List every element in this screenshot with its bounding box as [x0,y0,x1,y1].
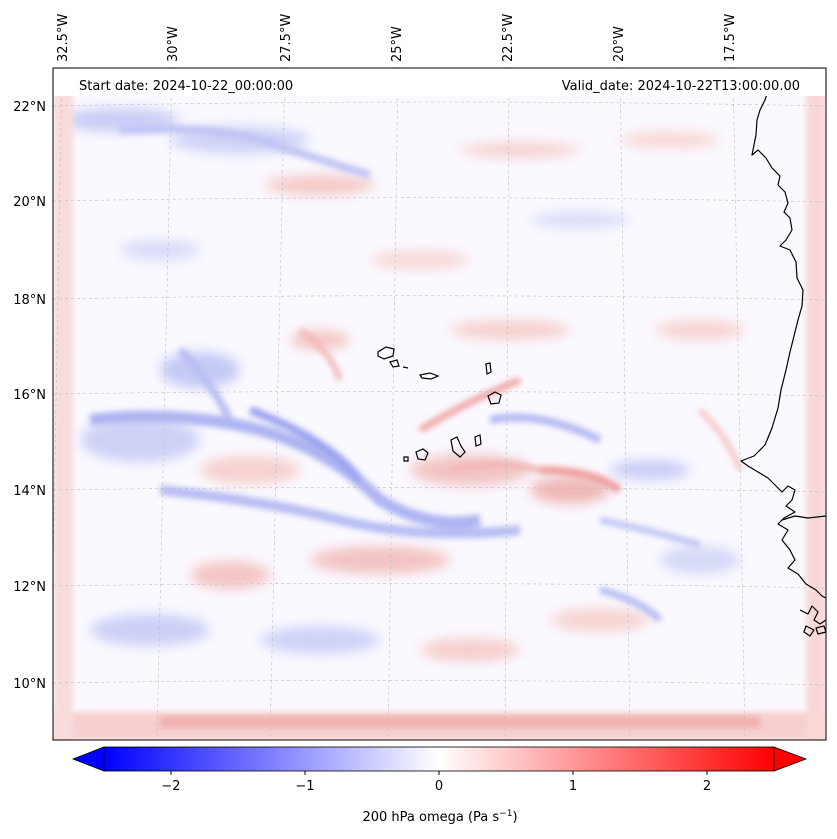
colorbar-label: 200 hPa omega (Pa s−1) [362,809,517,825]
lon-label-32-5w: 32.5°W [56,14,71,62]
lon-label-27-5w: 27.5°W [279,14,294,62]
latitude-labels: 22°N 20°N 18°N 16°N 14°N 12°N 10°N [13,100,46,692]
colorbar-extend-left [71,746,105,772]
colorbar-tick-1: 1 [569,779,577,794]
graticule [53,68,826,740]
header-strip [54,69,825,96]
colorbar-tick-minus1: −1 [295,779,314,794]
island-santiago [450,436,466,458]
start-date-label: Start date: 2024-10-22_00:00:00 [79,79,293,94]
colorbar-ticks [170,771,708,775]
colorbar-tick-2: 2 [703,779,711,794]
island-boa-vista [487,391,502,405]
lon-label-22-5w: 22.5°W [501,14,516,62]
lon-label-30w: 30°W [166,26,181,62]
right-boundary-band [806,68,826,740]
lat-label-16n: 16°N [13,388,46,403]
lat-label-12n: 12°N [13,580,46,595]
longitude-labels: 32.5°W 30°W 27.5°W 25°W 22.5°W 20°W 17.5… [56,14,738,62]
island-fogo [415,448,429,461]
lon-label-25w: 25°W [390,26,405,62]
valid-date-label: Valid_date: 2024-10-22T13:00:00.00 [562,79,800,94]
map-frame [52,67,827,741]
lat-label-20n: 20°N [13,195,46,210]
colorbar: −2 −1 0 1 2 200 hPa omega (Pa s−1) [71,746,808,825]
colorbar-tick-minus2: −2 [161,779,180,794]
island-brava [403,456,409,462]
lat-label-22n: 22°N [13,100,46,115]
omega-field [53,68,826,740]
island-sao-nicolau [419,372,440,380]
lat-label-18n: 18°N [13,293,46,308]
island-sal [485,362,492,375]
left-boundary-band [53,68,73,740]
cape-verde-islands [377,346,502,462]
map-panel: Start date: 2024-10-22_00:00:00 Valid_da… [52,67,827,741]
island-maio [474,434,482,447]
island-santa-luzia [402,366,409,369]
lat-label-10n: 10°N [13,677,46,692]
colorbar-tick-0: 0 [435,779,443,794]
colorbar-body [103,746,775,772]
lon-label-17-5w: 17.5°W [723,14,738,62]
omega-streaks [89,124,743,623]
island-santo-antao [377,346,395,360]
colorbar-extend-right [773,746,808,772]
lon-label-20w: 20°W [612,26,627,62]
lat-label-14n: 14°N [13,484,46,499]
island-sao-vicente [389,359,400,368]
